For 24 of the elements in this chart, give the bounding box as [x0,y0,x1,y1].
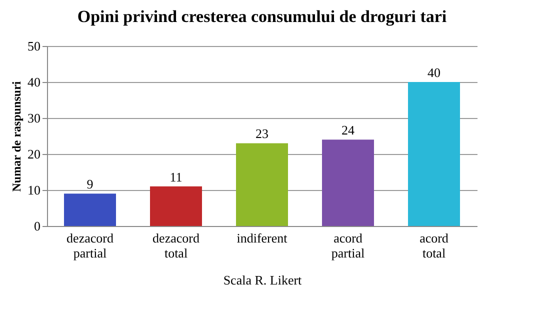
x-tick-label: acord total [420,230,449,260]
y-tick-label: 20 [28,146,40,162]
data-label: 24 [342,122,355,138]
bar [236,143,288,226]
y-tick-label: 50 [28,38,40,54]
y-tick-label: 0 [34,218,40,234]
data-label: 23 [256,126,268,142]
y-tick-label: 30 [28,110,40,126]
x-tick-label: acord partial [331,230,365,260]
y-axis-title: Numar de raspunsuri [10,80,24,192]
data-label: 40 [428,65,440,80]
bar [150,186,202,226]
x-axis-title: Scala R. Likert [223,272,302,288]
x-tick-label: dezacord total [152,230,200,260]
y-tick-label: 10 [28,182,40,198]
chart-title: Opini privind cresterea consumului de droguri tari [77,7,447,26]
data-label: 11 [170,169,182,184]
bar [408,82,460,226]
bar [64,194,116,226]
data-label: 9 [86,176,94,192]
x-tick-label: dezacord partial [66,230,114,260]
x-tick-label: indiferent [236,230,288,246]
y-tick-label: 40 [28,74,40,90]
bar [322,140,374,226]
